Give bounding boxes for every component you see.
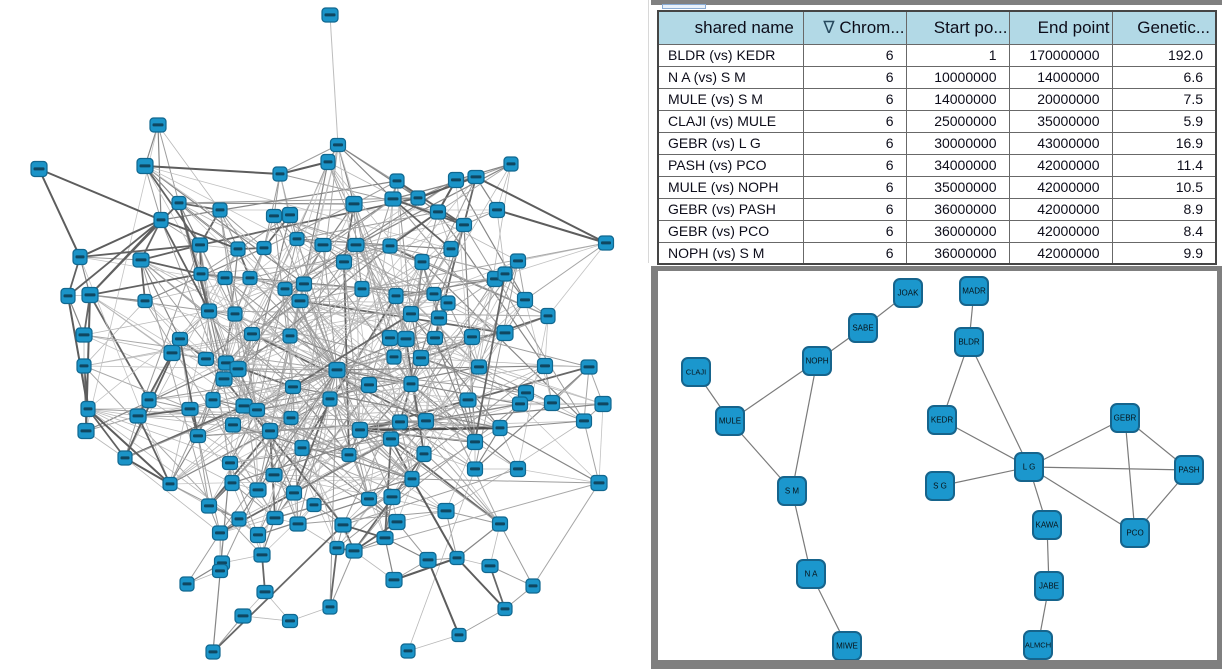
svg-text:PASH: PASH: [1178, 466, 1199, 475]
svg-text:S G: S G: [933, 482, 947, 491]
svg-text:PCO: PCO: [1126, 529, 1143, 538]
svg-text:MIWE: MIWE: [836, 642, 858, 651]
svg-text:MULE: MULE: [719, 417, 741, 426]
svg-text:NOPH: NOPH: [805, 357, 828, 366]
svg-text:SABE: SABE: [852, 324, 873, 333]
svg-text:ALMCH: ALMCH: [1025, 641, 1051, 650]
svg-text:BLDR: BLDR: [958, 338, 980, 347]
svg-text:JABE: JABE: [1039, 582, 1059, 591]
svg-text:S M: S M: [785, 487, 800, 496]
svg-text:L G: L G: [1023, 463, 1036, 472]
svg-text:KAWA: KAWA: [1036, 521, 1060, 530]
svg-text:CLAJI: CLAJI: [686, 368, 706, 377]
svg-text:N A: N A: [805, 570, 819, 579]
svg-text:MADR: MADR: [962, 287, 986, 296]
svg-text:KEDR: KEDR: [931, 416, 953, 425]
svg-text:JOAK: JOAK: [898, 289, 920, 298]
svg-text:GEBR: GEBR: [1114, 414, 1137, 423]
